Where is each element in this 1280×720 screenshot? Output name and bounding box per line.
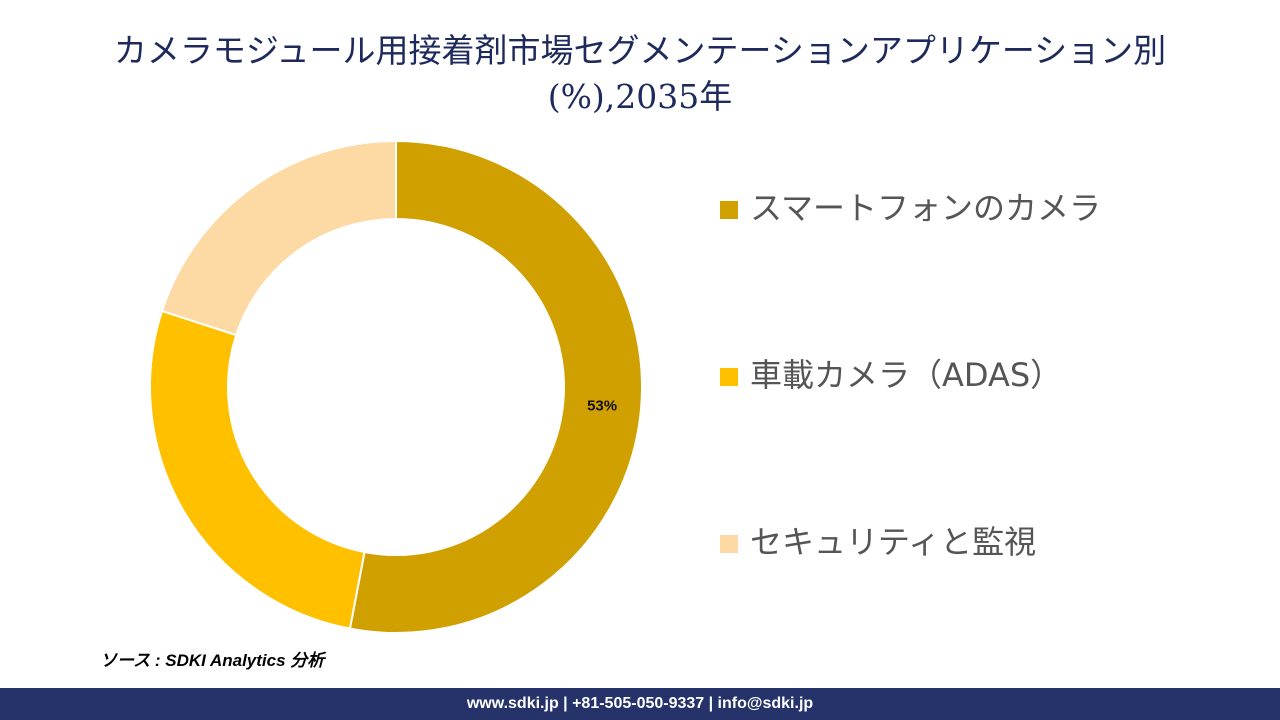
source-note: ソース : SDKI Analytics 分析 bbox=[100, 651, 325, 670]
legend-label: セキュリティと監視 bbox=[750, 523, 1036, 561]
chart-title: カメラモジュール用接着剤市場セグメンテーションアプリケーション別 (%),203… bbox=[113, 31, 1167, 116]
footer: www.sdki.jp | +81-505-050-9337 | info@sd… bbox=[0, 688, 1280, 720]
donut-segment bbox=[149, 309, 366, 630]
donut-segment bbox=[160, 139, 397, 337]
legend-swatch bbox=[720, 201, 738, 219]
legend-label: スマートフォンのカメラ bbox=[750, 189, 1101, 227]
legend-swatch bbox=[720, 535, 738, 553]
donut-segment bbox=[348, 139, 643, 634]
data-label: 53% bbox=[587, 397, 617, 414]
legend-label: 車載カメラ（ADAS） bbox=[750, 356, 1062, 394]
legend-swatch bbox=[720, 368, 738, 386]
